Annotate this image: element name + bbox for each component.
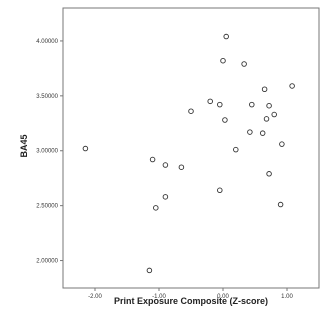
y-axis-title: BA45 (19, 134, 29, 157)
y-tick-label: 2.50000 (36, 204, 58, 210)
x-axis: -2.00 -1.00 0.00 1.00 (88, 288, 293, 300)
data-point (220, 57, 226, 64)
x-tick-label: -1.00 (152, 294, 166, 300)
data-point (266, 102, 272, 109)
x-tick-label: 0.00 (217, 294, 229, 300)
data-point (146, 267, 153, 274)
data-point (207, 98, 213, 105)
data-point (271, 111, 277, 118)
y-tick-label: 3.00000 (36, 149, 58, 155)
data-point (277, 201, 284, 208)
y-axis: 2.00000 2.50000 3.00000 3.50000 4.00000 (36, 39, 63, 265)
data-point (222, 117, 228, 123)
data-point (233, 146, 239, 153)
y-tick-label: 3.50000 (36, 94, 58, 100)
y-tick-label: 4.00000 (36, 39, 58, 45)
data-point (217, 187, 223, 194)
data-point (263, 116, 270, 122)
data-point (178, 164, 185, 170)
data-point (162, 194, 169, 200)
data-point (247, 129, 253, 135)
data-point (188, 108, 194, 114)
data-point (82, 145, 89, 152)
data-point (279, 141, 285, 147)
x-tick-label: 1.00 (281, 294, 293, 300)
y-tick-label: 2.00000 (36, 259, 58, 265)
data-point (223, 33, 229, 40)
x-tick-label: -2.00 (88, 294, 102, 300)
data-point (249, 101, 255, 108)
data-point (261, 86, 268, 93)
data-points (82, 33, 295, 274)
data-point (289, 83, 295, 89)
data-point (162, 162, 169, 168)
data-point (217, 101, 223, 108)
x-axis-title: Print Exposure Composite (Z-score) (114, 296, 268, 306)
plot-frame (62, 7, 320, 289)
data-point (241, 61, 247, 67)
data-point (149, 156, 156, 163)
data-point (259, 130, 266, 136)
data-point (266, 171, 272, 177)
data-point (153, 205, 159, 211)
